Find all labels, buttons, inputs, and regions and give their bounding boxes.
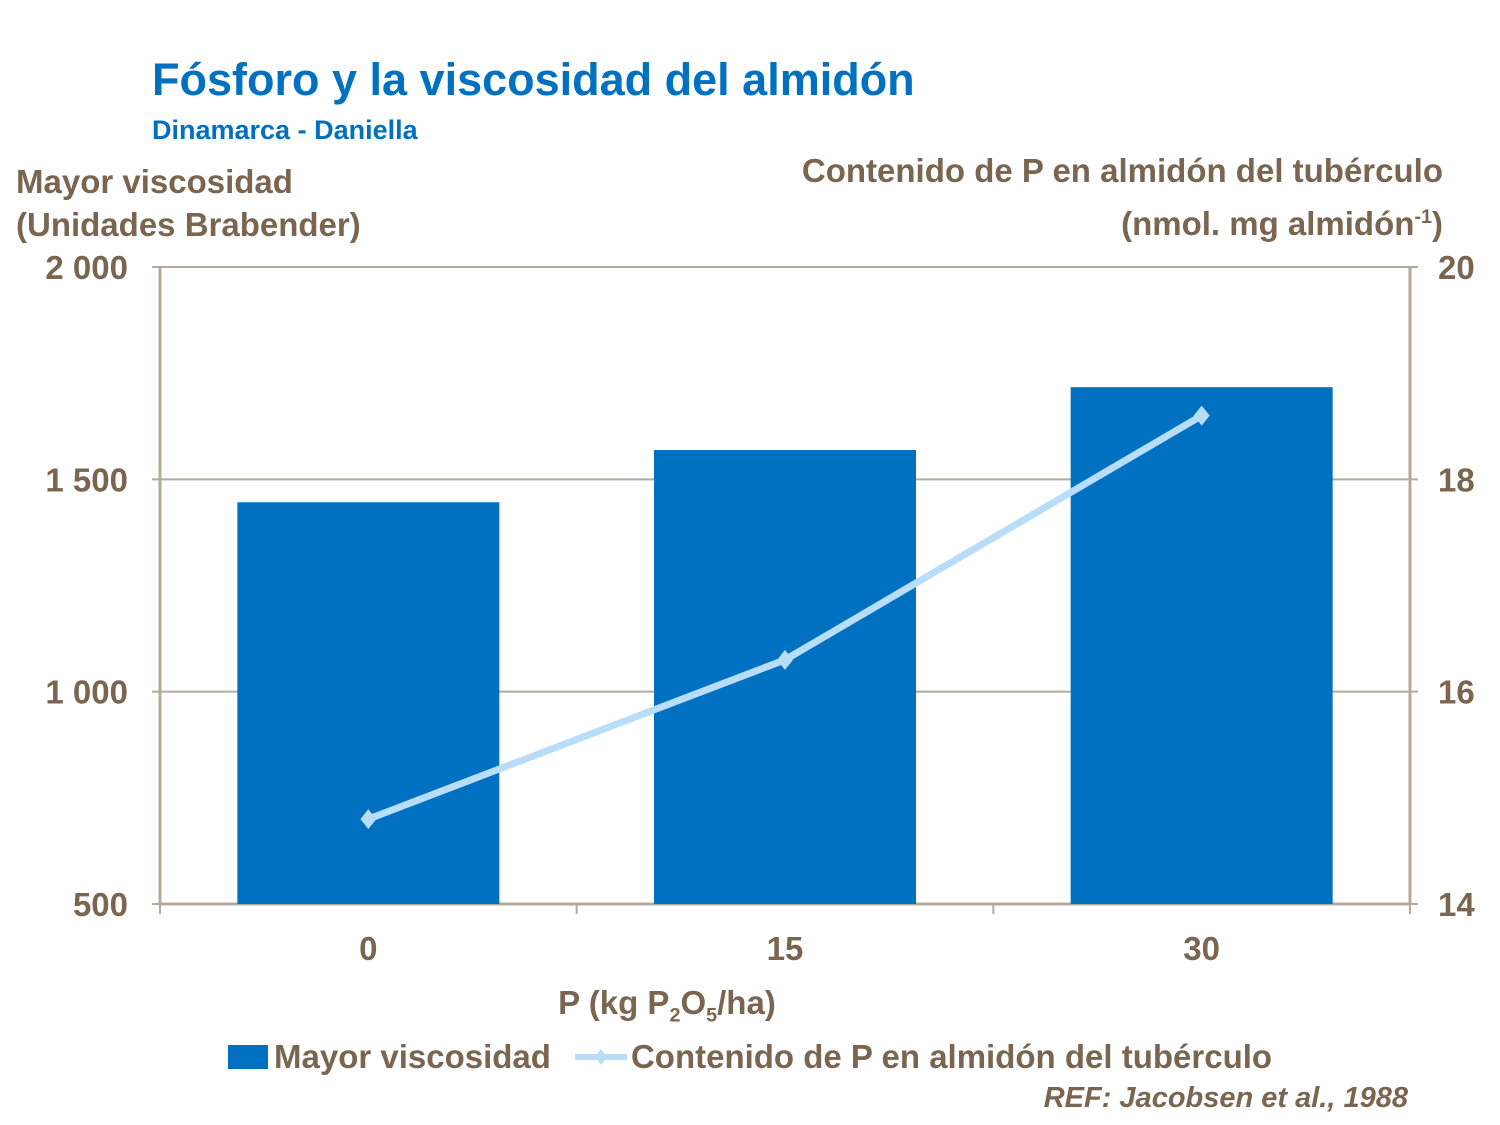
y-axis-right-label-line2: (nmol. mg almidón-1) <box>802 194 1443 247</box>
y-axis-left-label-line1: Mayor viscosidad <box>16 163 293 200</box>
legend-bar-label: Mayor viscosidad <box>274 1038 551 1075</box>
y-axis-right-label-line1: Contenido de P en almidón del tubérculo <box>801 152 1443 189</box>
chart-title: Fósforo y la viscosidad del almidón <box>152 54 915 105</box>
reference-note: REF: Jacobsen et al., 1988 <box>1043 1082 1408 1114</box>
x-label-pre: P (kg P <box>558 984 670 1021</box>
x-tick-label: 0 <box>359 930 377 967</box>
y-right-tick-label: 16 <box>1438 674 1475 711</box>
chart-subtitle: Dinamarca - Daniella <box>152 115 418 145</box>
x-label-sub1: 2 <box>669 1004 681 1027</box>
unit-text: (nmol. mg almidón <box>1121 205 1415 242</box>
y-left-tick-label: 500 <box>73 886 128 923</box>
x-label-mid: O <box>680 984 707 1021</box>
x-axis-label: P (kg P2O5/ha) <box>0 984 1500 1028</box>
y-right-tick-label: 20 <box>1438 249 1475 286</box>
unit-close: ) <box>1432 205 1443 242</box>
x-tick-label: 15 <box>767 930 804 967</box>
y-axis-left-label: Mayor viscosidad (Unidades Brabender) <box>16 160 361 246</box>
y-left-tick-label: 1 000 <box>45 674 128 711</box>
legend-bar-swatch <box>228 1045 268 1069</box>
y-axis-left-label-line2: (Unidades Brabender) <box>16 206 361 243</box>
line-marker-15 <box>777 649 793 670</box>
y-axis-right-label: Contenido de P en almidón del tubérculo … <box>802 148 1443 247</box>
bar-0 <box>237 502 500 904</box>
x-tick-label: 30 <box>1183 930 1220 967</box>
line-marker-0 <box>360 809 377 830</box>
line-marker-30 <box>1193 405 1210 426</box>
y-right-tick-label: 18 <box>1438 461 1475 498</box>
legend-line-label: Contenido de P en almidón del tubérculo <box>630 1038 1273 1075</box>
bar-15 <box>654 450 916 904</box>
y-left-tick-label: 2 000 <box>45 249 128 286</box>
x-label-sub2: 5 <box>706 1004 718 1027</box>
y-right-tick-label: 14 <box>1438 886 1475 923</box>
legend: Mayor viscosidad Contenido de P en almid… <box>228 1038 1272 1076</box>
legend-line-swatch <box>574 1049 627 1065</box>
bar-30 <box>1070 387 1333 904</box>
y-left-tick-label: 1 500 <box>45 461 128 498</box>
unit-exponent: -1 <box>1414 206 1432 228</box>
x-label-post: /ha) <box>717 984 776 1021</box>
